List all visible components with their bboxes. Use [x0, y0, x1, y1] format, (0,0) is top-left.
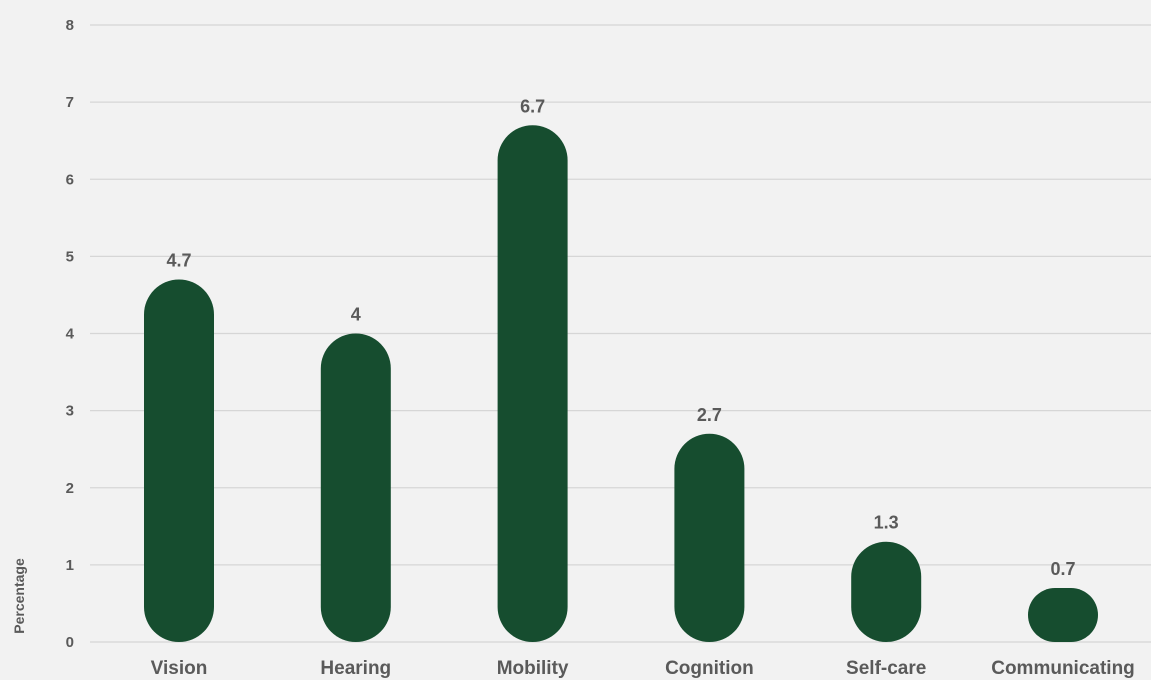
- x-tick-label: Hearing: [320, 658, 391, 679]
- y-tick-label: 8: [66, 17, 74, 34]
- x-tick-label: Self-care: [846, 658, 926, 679]
- x-axis-ticks: Vision Hearing Mobility Cognition Self-care C…: [151, 658, 1135, 679]
- bar-self-care: [851, 541, 922, 642]
- bar-vision: [144, 279, 214, 642]
- y-axis-title: Percentage: [11, 558, 27, 634]
- data-label: 4.7: [166, 251, 191, 271]
- data-label: 1.3: [874, 513, 899, 533]
- y-tick-label: 2: [66, 480, 74, 497]
- bars: [144, 125, 1098, 642]
- bar-communicating: [1028, 588, 1098, 642]
- bar-hearing: [320, 333, 391, 642]
- y-tick-label: 1: [66, 557, 74, 574]
- x-tick-label: Cognition: [665, 658, 754, 679]
- y-tick-label: 7: [66, 94, 74, 111]
- data-label: 6.7: [520, 96, 545, 116]
- data-label: 4: [351, 305, 361, 325]
- gridlines: [90, 24, 1151, 643]
- y-axis-ticks: 0 1 2 3 4 5 6 7 8: [66, 17, 75, 651]
- x-tick-label: Communicating: [991, 658, 1135, 679]
- y-tick-label: 4: [66, 326, 75, 343]
- y-tick-label: 6: [66, 171, 74, 188]
- bar-mobility: [497, 125, 568, 642]
- data-labels: 4.7 4 6.7 2.7 1.3 0.7: [166, 96, 1075, 579]
- x-tick-label: Vision: [151, 658, 208, 679]
- bar-cognition: [674, 433, 745, 642]
- x-tick-label: Mobility: [497, 658, 569, 679]
- y-tick-label: 5: [66, 248, 74, 265]
- data-label: 2.7: [697, 405, 722, 425]
- y-tick-label: 0: [66, 634, 74, 651]
- data-label: 0.7: [1050, 559, 1075, 579]
- y-tick-label: 3: [66, 403, 74, 420]
